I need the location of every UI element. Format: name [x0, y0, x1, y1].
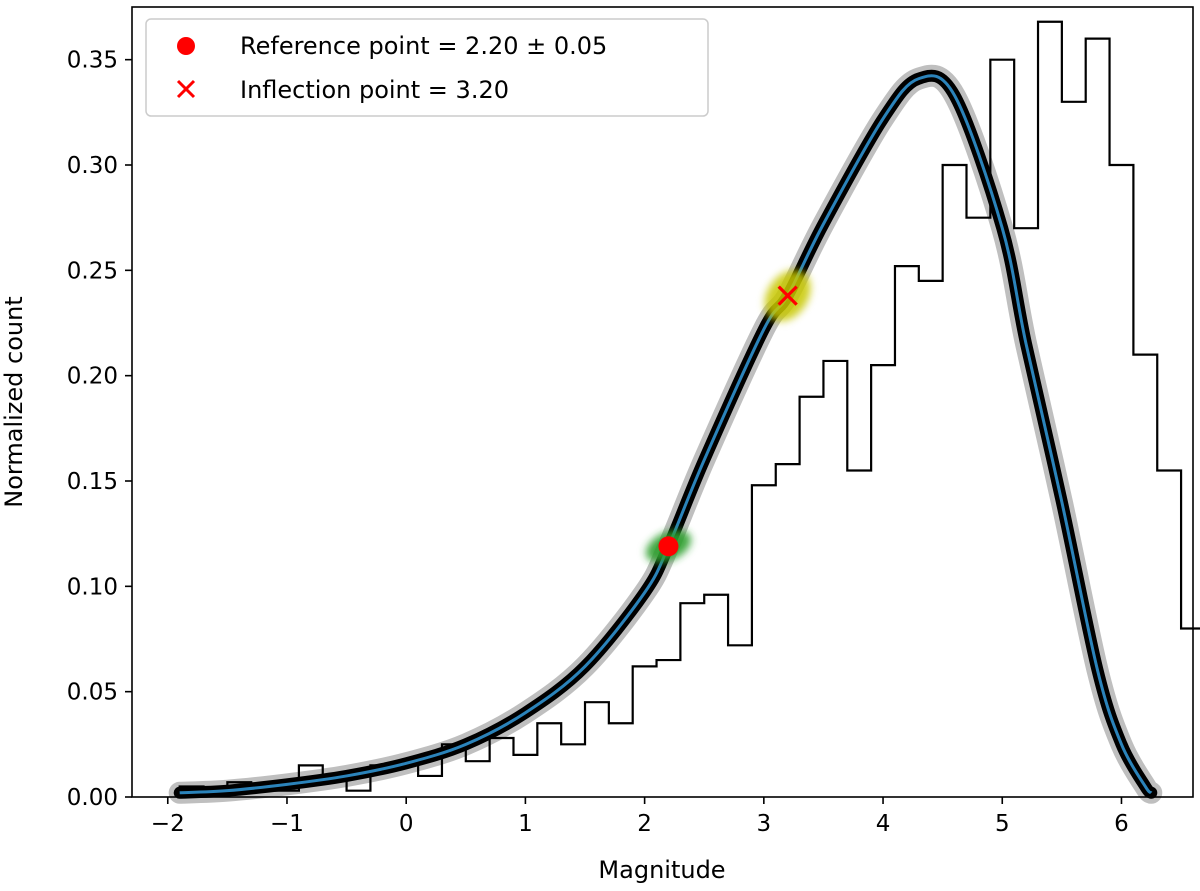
x-tick-label: 1	[518, 811, 533, 837]
y-tick-label: 0.25	[67, 258, 118, 284]
y-tick-label: 0.35	[67, 48, 118, 74]
x-tick-label: 3	[757, 811, 772, 837]
legend-inflection-label: Inflection point = 3.20	[240, 76, 509, 104]
x-tick-label: 2	[637, 811, 652, 837]
x-tick-label: 4	[876, 811, 891, 837]
x-tick-label: −1	[270, 811, 304, 837]
legend-reference-marker	[177, 37, 195, 55]
y-tick-label: 0.00	[67, 785, 118, 811]
axes-frame	[131, 6, 1194, 798]
x-axis-label: Magnitude	[598, 856, 725, 884]
y-axis-label: Normalized count	[0, 296, 28, 507]
x-tick-label: 5	[995, 811, 1010, 837]
x-tick-label: 0	[399, 811, 414, 837]
inflection-point-marker	[777, 285, 798, 306]
x-tick-label: 6	[1114, 811, 1129, 837]
y-tick-label: 0.15	[67, 469, 118, 495]
inflection-marker-stroke	[777, 285, 798, 306]
legend: Reference point = 2.20 ± 0.05 Inflection…	[145, 18, 709, 117]
histogram-outline	[178, 20, 1200, 797]
y-tick-label: 0.30	[67, 153, 118, 179]
y-tick-label: 0.10	[67, 574, 118, 600]
y-tick-label: 0.05	[67, 680, 118, 706]
x-tick-label: −2	[151, 811, 185, 837]
legend-box	[145, 18, 709, 117]
legend-inflection-marker	[176, 79, 196, 99]
axis-ticks: −2 −1 0 1 2 3 4 5 6 0.00 0.05 0.10 0.15 0.20 0.25 0.30 0…	[67, 48, 1129, 837]
legend-reference-label: Reference point = 2.20 ± 0.05	[240, 32, 607, 60]
reference-point-marker	[658, 536, 679, 557]
y-tick-label: 0.20	[67, 364, 118, 390]
plot-area	[168, 20, 1200, 804]
